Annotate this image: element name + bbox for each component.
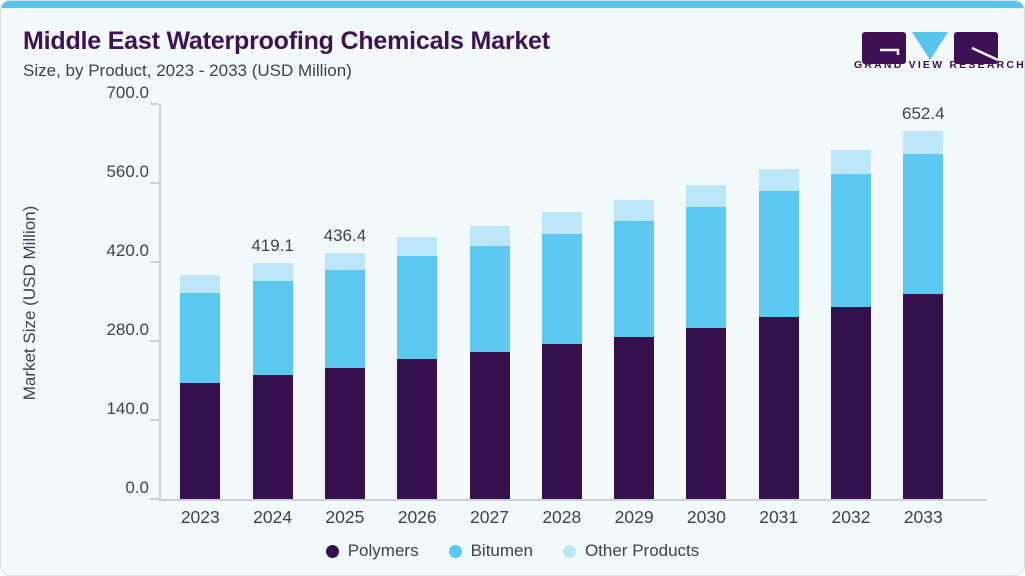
stacked-bar-2027: [469, 226, 510, 499]
y-axis-tick-label: 280.0: [106, 320, 149, 339]
stacked-bar-2033: 652.4: [902, 104, 945, 499]
y-axis-title: Market Size (USD Million): [20, 205, 39, 401]
y-axis-tick: [150, 498, 159, 500]
bar-total-label: 652.4: [902, 103, 945, 123]
bar-segment-polymers: [614, 336, 655, 499]
bar-segment-other-products: [831, 150, 871, 174]
bar-segment-bitumen: [686, 207, 727, 329]
stacked-bar-2032: [831, 150, 871, 499]
bar-segment-bitumen: [469, 245, 510, 353]
page-title: Middle East Waterproofing Chemicals Mark…: [23, 27, 550, 55]
legend-dot-icon: [325, 544, 339, 558]
page-subtitle: Size, by Product, 2023 - 2033 (USD Milli…: [23, 61, 352, 80]
x-axis-tick-label: 2033: [903, 507, 943, 527]
bar-total-label: 436.4: [323, 225, 367, 245]
legend-label: Bitumen: [470, 541, 533, 560]
stacked-bar-2023: [180, 275, 221, 499]
bar-segment-bitumen: [397, 256, 438, 360]
legend-label: Other Products: [584, 541, 700, 560]
bar-segment-bitumen: [180, 293, 221, 384]
legend-item-other-products: Other Products: [562, 541, 700, 561]
bar-segment-other-products: [469, 226, 510, 246]
bar-segment-polymers: [541, 344, 582, 499]
x-axis-tick-label: 2028: [542, 507, 582, 527]
bar-segment-other-products: [252, 262, 293, 282]
legend-item-bitumen: Bitumen: [448, 541, 533, 561]
legend-dot-icon: [562, 544, 576, 558]
y-axis-tick-label: 700.0: [106, 83, 149, 102]
x-axis-tick-label: 2025: [325, 507, 365, 527]
bar-segment-other-products: [614, 199, 655, 221]
stacked-bar-2028: [541, 212, 582, 499]
y-axis-tick-label: 420.0: [106, 241, 149, 260]
bar-segment-polymers: [758, 316, 799, 499]
grand-view-research-wordmark: GRAND VIEW RESEARCH: [854, 59, 1025, 71]
stacked-bar-2029: [614, 199, 655, 499]
y-axis-line: [159, 104, 161, 499]
x-axis-tick-label: 2026: [397, 507, 437, 527]
x-axis-tick-label: 2023: [180, 507, 220, 527]
stacked-bar-2031: [758, 169, 799, 499]
y-axis-tick: [150, 261, 159, 263]
x-axis-tick-label: 2030: [686, 507, 726, 527]
bar-segment-other-products: [397, 237, 438, 257]
bar-segment-bitumen: [324, 269, 365, 369]
y-axis-tick-label: 140.0: [106, 399, 149, 418]
y-axis-tick-label: 560.0: [106, 162, 149, 181]
bar-segment-bitumen: [758, 191, 799, 317]
x-axis-tick-label: 2027: [470, 507, 509, 527]
stacked-bar-2026: [397, 237, 438, 499]
legend-label: Polymers: [347, 541, 419, 560]
y-axis-tick: [150, 419, 159, 421]
bar-segment-other-products: [686, 184, 727, 208]
y-axis-tick: [150, 103, 159, 105]
bar-segment-bitumen: [831, 173, 871, 307]
x-axis-line: [159, 499, 987, 501]
bar-segment-other-products: [180, 275, 221, 294]
bar-segment-polymers: [469, 352, 510, 499]
bar-segment-polymers: [324, 368, 365, 499]
bar-segment-other-products: [903, 130, 944, 155]
bar-segment-other-products: [324, 252, 365, 270]
chart-legend: Polymers Bitumen Other Products: [1, 541, 1024, 561]
bar-segment-polymers: [252, 374, 293, 499]
legend-item-polymers: Polymers: [325, 541, 419, 561]
x-axis-tick-label: 2024: [253, 507, 293, 527]
bar-segment-polymers: [686, 328, 727, 499]
bar-segment-other-products: [541, 212, 582, 234]
x-axis-tick-label: 2029: [614, 507, 654, 527]
accent-top-bar: [1, 1, 1024, 8]
y-axis-tick: [150, 182, 159, 184]
bar-segment-other-products: [758, 169, 799, 192]
y-axis-tick: [150, 340, 159, 342]
bar-segment-polymers: [903, 293, 944, 499]
stacked-bar-2025: 436.4: [324, 226, 366, 499]
x-axis-tick-label: 2031: [759, 507, 799, 527]
bar-segment-bitumen: [541, 233, 582, 345]
stacked-bar-2024: 419.1: [251, 236, 294, 499]
y-axis-tick-label: 0.0: [125, 478, 149, 497]
bar-segment-bitumen: [252, 281, 293, 375]
x-axis-tick-label: 2032: [831, 507, 871, 527]
bar-segment-bitumen: [614, 220, 655, 337]
bar-segment-bitumen: [903, 154, 944, 294]
grand-view-research-logo-icon: [862, 32, 999, 64]
stacked-bar-2030: [686, 184, 727, 499]
bar-segment-polymers: [397, 359, 438, 499]
bar-segment-polymers: [831, 306, 871, 499]
plot-area: 0.0 140.0 280.0 420.0 560.0 700.0 419.1 436.4 6…: [106, 83, 987, 527]
bar-total-label: 419.1: [251, 235, 294, 255]
bar-segment-polymers: [180, 383, 221, 499]
legend-dot-icon: [448, 544, 462, 558]
